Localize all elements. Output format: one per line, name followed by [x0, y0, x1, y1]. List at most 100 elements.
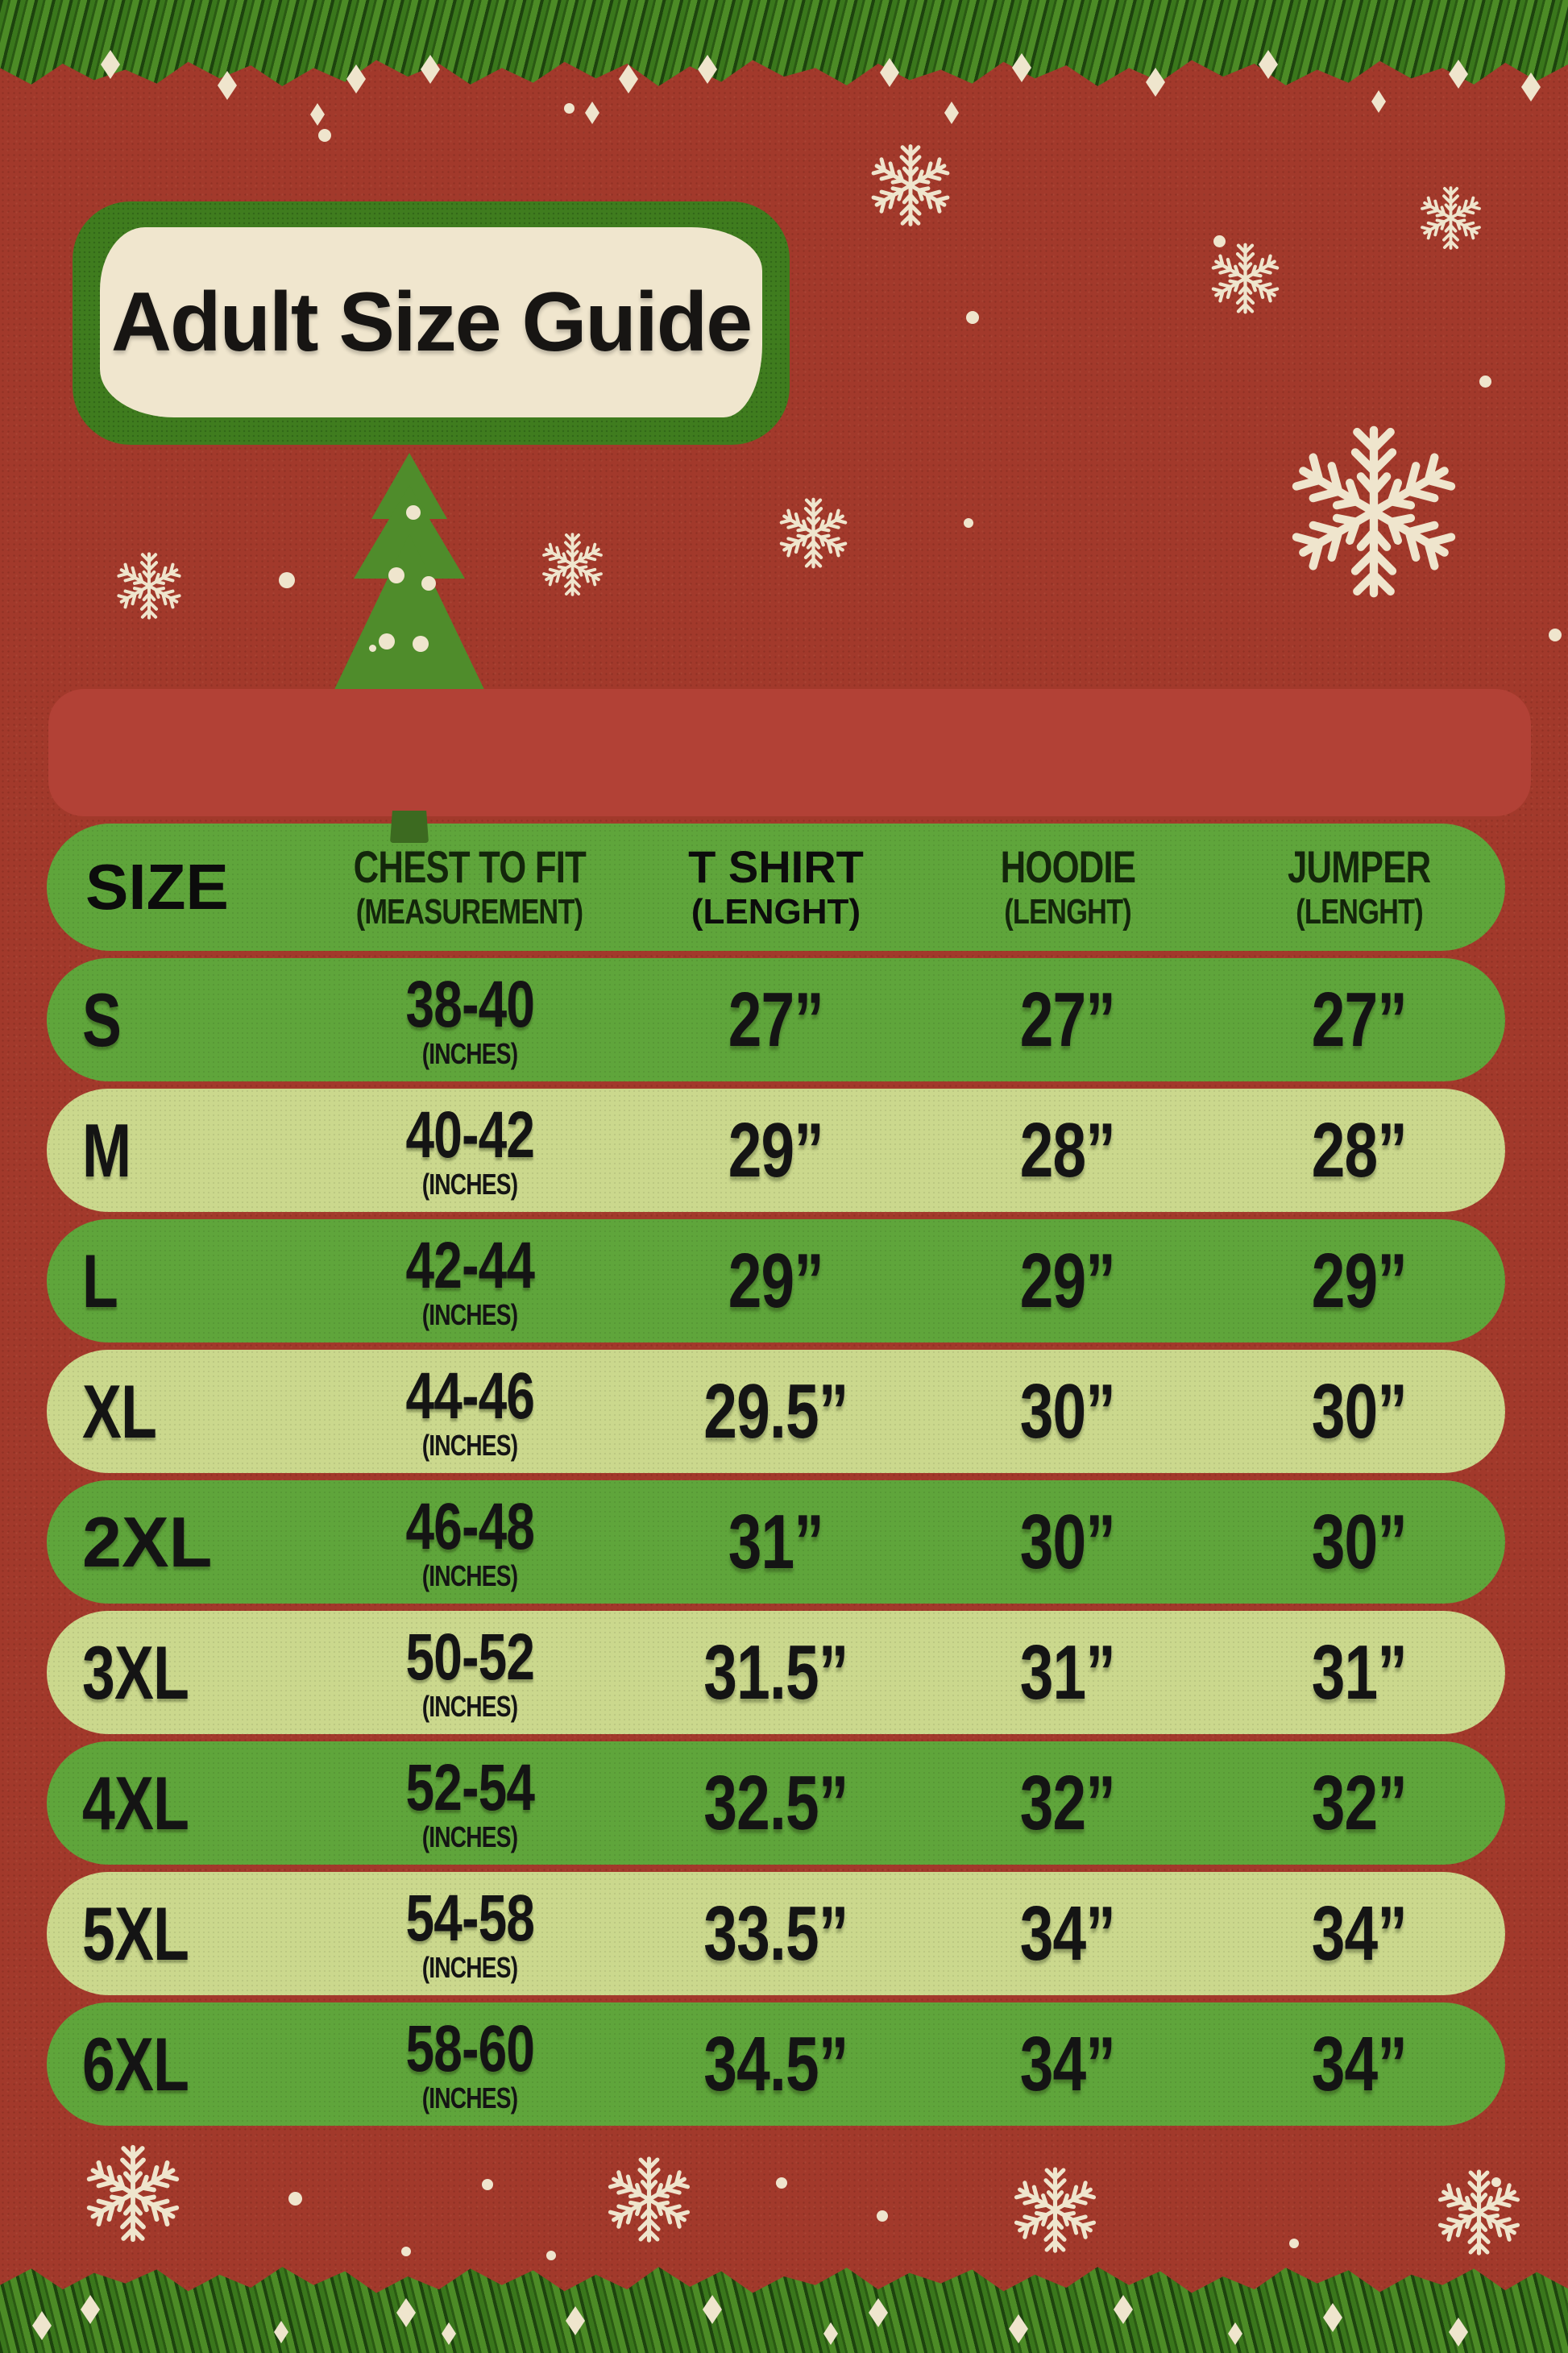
hoodie-value: 32” — [1019, 1759, 1116, 1846]
snow-dot — [401, 2247, 411, 2256]
header-label-chest: CHEST TO FIT — [353, 841, 587, 892]
jumper-value: 30” — [1311, 1498, 1408, 1585]
garland-light — [944, 102, 959, 124]
chest-unit: (INCHES) — [421, 1950, 518, 1984]
size-row: M 40-42 (INCHES) 29” 28” 28” — [47, 1089, 1505, 1212]
size-row: 3XL 50-52 (INCHES) 31.5” 31” 31” — [47, 1611, 1505, 1734]
chest-cell: 40-42 (INCHES) — [309, 1102, 630, 1199]
jumper-value: 27” — [1311, 976, 1408, 1063]
tree-trunk — [390, 811, 429, 843]
chest-cell: 50-52 (INCHES) — [309, 1620, 630, 1721]
jumper-cell: 34” — [1213, 1894, 1505, 1973]
chest-value: 40-42 — [405, 1098, 534, 1172]
chest-value: 46-48 — [405, 1489, 534, 1563]
snow-dot — [1213, 235, 1226, 247]
tshirt-cell: 29.5” — [630, 1372, 922, 1450]
garland-light — [585, 102, 599, 124]
chest-unit: (INCHES) — [421, 1558, 518, 1592]
jumper-cell: 29” — [1213, 1242, 1505, 1320]
hoodie-cell: 29” — [922, 1237, 1213, 1324]
snowflake-icon — [113, 550, 185, 622]
size-cell: 3XL — [47, 1634, 309, 1711]
tshirt-cell: 29” — [630, 1111, 922, 1189]
snow-dot — [369, 645, 376, 652]
snow-dot — [1491, 2177, 1501, 2187]
snow-dot — [546, 2251, 556, 2260]
jumper-cell: 32” — [1213, 1759, 1505, 1846]
header-cell-hoodie: HOODIE (LENGHT) — [922, 845, 1213, 930]
page-title: Adult Size Guide — [110, 275, 753, 369]
snow-dot — [877, 2210, 888, 2222]
size-row: 5XL 54-58 (INCHES) 33.5” 34” 34” — [47, 1872, 1505, 1995]
christmas-tree-icon — [330, 453, 489, 699]
header-label-jumper: JUMPER — [1288, 841, 1431, 892]
jumper-value: 28” — [1311, 1106, 1408, 1193]
size-cell: 4XL — [47, 1765, 309, 1841]
red-banner — [48, 689, 1531, 816]
snowflake-icon — [1433, 2166, 1525, 2259]
chest-cell: 46-48 (INCHES) — [309, 1489, 630, 1592]
header-sublabel-jumper: (LENGHT) — [1296, 892, 1423, 932]
chest-unit: (INCHES) — [421, 1297, 518, 1331]
tshirt-value: 32.5” — [703, 1759, 848, 1846]
chest-cell: 52-54 (INCHES) — [309, 1754, 630, 1853]
header-sublabel-chest: (MEASUREMENT) — [356, 892, 583, 932]
garland-light — [823, 2322, 838, 2345]
size-row: 4XL 52-54 (INCHES) 32.5” 32” 32” — [47, 1741, 1505, 1865]
jumper-cell: 30” — [1213, 1372, 1505, 1450]
size-cell: 2XL — [47, 1501, 309, 1582]
snowflake-icon — [775, 495, 852, 571]
chest-value: 50-52 — [405, 1620, 534, 1694]
chest-unit: (INCHES) — [421, 1167, 518, 1201]
tshirt-value: 31.5” — [703, 1629, 848, 1716]
hoodie-cell: 34” — [922, 2025, 1213, 2103]
size-label: 2XL — [82, 1501, 213, 1582]
hoodie-cell: 31” — [922, 1629, 1213, 1716]
hoodie-cell: 34” — [922, 1890, 1213, 1977]
hoodie-value: 34” — [1019, 1890, 1116, 1977]
size-cell: XL — [47, 1373, 309, 1450]
snow-dot — [776, 2177, 787, 2189]
header-cell-tshirt: T SHIRT (LENGHT) — [630, 845, 922, 930]
size-table-header: SIZE CHEST TO FIT (MEASUREMENT) T SHIRT … — [47, 824, 1505, 951]
chest-value: 44-46 — [405, 1359, 534, 1433]
jumper-value: 34” — [1311, 2020, 1408, 2107]
garland-light — [1228, 2322, 1242, 2345]
size-cell: 5XL — [47, 1895, 309, 1972]
title-snow-panel: Adult Size Guide — [100, 227, 762, 417]
jumper-value: 31” — [1311, 1629, 1408, 1716]
garland-light — [310, 103, 325, 126]
snow-dot — [966, 311, 979, 324]
jumper-cell: 27” — [1213, 981, 1505, 1059]
header-label-hoodie: HOODIE — [1000, 841, 1135, 892]
size-label: L — [82, 1238, 118, 1323]
size-row: 6XL 58-60 (INCHES) 34.5” 34” 34” — [47, 2002, 1505, 2126]
tshirt-value: 27” — [728, 976, 824, 1063]
snow-dot — [1479, 376, 1491, 388]
header-cell-chest: CHEST TO FIT (MEASUREMENT) — [309, 845, 630, 930]
size-row: S 38-40 (INCHES) 27” 27” 27” — [47, 958, 1505, 1081]
chest-unit: (INCHES) — [421, 1820, 518, 1853]
chest-value: 58-60 — [405, 2011, 534, 2085]
size-label: M — [82, 1107, 131, 1193]
hoodie-value: 29” — [1019, 1237, 1116, 1324]
tshirt-cell: 31.5” — [630, 1629, 922, 1716]
jumper-cell: 34” — [1213, 2020, 1505, 2107]
chest-cell: 44-46 (INCHES) — [309, 1363, 630, 1460]
snowflake-icon — [866, 141, 955, 230]
size-label: 6XL — [82, 2021, 189, 2106]
header-sublabel-hoodie: (LENGHT) — [1004, 892, 1131, 932]
jumper-value: 32” — [1311, 1759, 1408, 1846]
hoodie-value: 30” — [1019, 1367, 1116, 1455]
snowflake-icon — [603, 2153, 695, 2246]
header-label-tshirt: T SHIRT — [688, 841, 864, 892]
garland-light — [274, 2321, 288, 2343]
garland-top-border — [0, 0, 1568, 86]
snow-dot — [318, 129, 331, 142]
snowflake-icon — [541, 533, 604, 596]
size-row: 2XL 46-48 (INCHES) 31” 30” 30” — [47, 1480, 1505, 1604]
tshirt-cell: 27” — [630, 981, 922, 1059]
tshirt-cell: 32.5” — [630, 1759, 922, 1846]
hoodie-value: 31” — [1019, 1629, 1116, 1716]
tshirt-cell: 33.5” — [630, 1894, 922, 1973]
